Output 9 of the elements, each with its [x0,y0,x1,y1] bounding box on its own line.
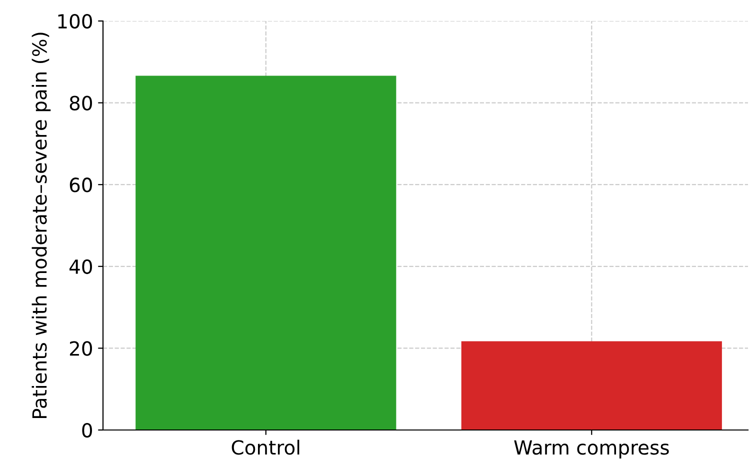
y-tick-label: 20 [70,341,92,356]
x-tick-label: Control [232,440,300,455]
y-tick-label: 40 [69,259,92,274]
y-axis-title: Patients with moderate–severe pain (%) [32,32,51,418]
y-tick-label: 0 [82,422,92,438]
y-tick-label: 60 [70,178,92,192]
y-tick-label: 80 [70,96,92,110]
y-tick-label: 100 [58,14,92,29]
x-tick-label: Warm compress [514,440,669,459]
